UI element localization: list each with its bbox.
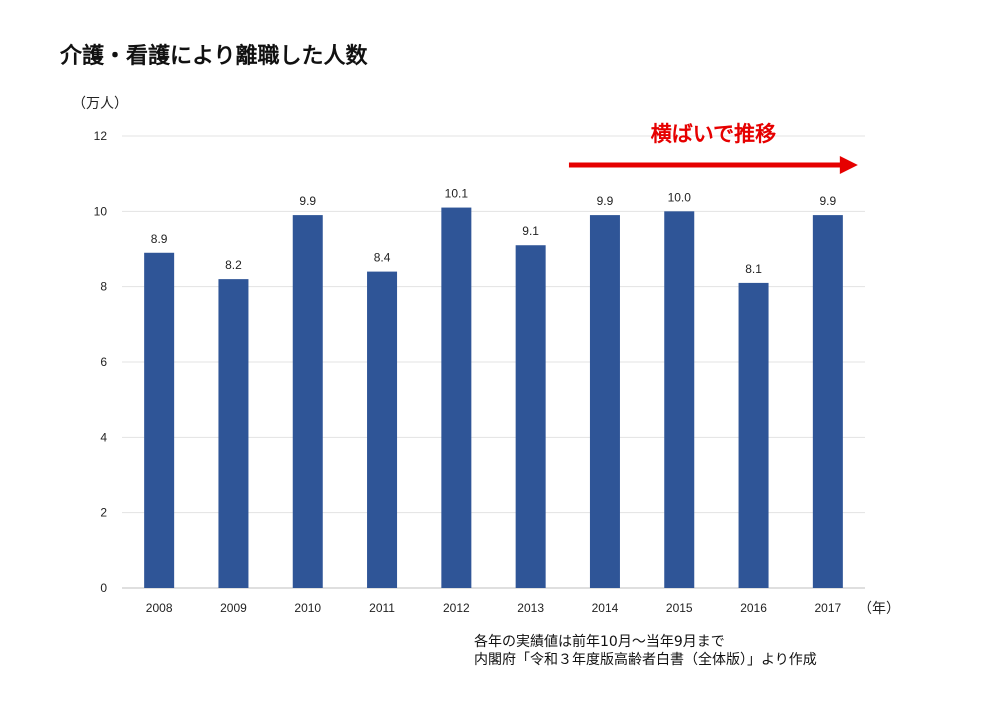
y-tick-label: 4: [100, 430, 107, 444]
bar: [664, 211, 695, 589]
data-label: 8.9: [151, 232, 168, 246]
data-label: 9.1: [522, 224, 539, 238]
x-tick-label: 2015: [666, 601, 693, 615]
x-tick-label: 2013: [517, 601, 544, 615]
bar: [812, 215, 843, 588]
y-tick-label: 0: [100, 581, 107, 595]
x-tick-label: 2012: [443, 601, 470, 615]
bar: [367, 271, 398, 588]
bar: [589, 215, 620, 588]
bar: [441, 207, 472, 589]
data-label: 8.4: [374, 251, 391, 265]
note-source: 内閣府「令和３年度版高齢者白書（全体版）」より作成: [474, 652, 817, 668]
data-label: 10.0: [668, 190, 692, 204]
y-tick-label: 6: [100, 355, 107, 369]
bar: [738, 282, 769, 588]
data-label: 8.1: [745, 262, 762, 276]
bar: [515, 245, 546, 588]
data-label: 10.1: [445, 187, 469, 201]
bar: [292, 215, 323, 588]
x-tick-label: 2011: [369, 601, 395, 615]
x-tick-label: 2010: [294, 601, 321, 615]
x-tick-label: 2017: [814, 601, 841, 615]
chart-title: 介護・看護により離職した人数: [60, 44, 368, 69]
x-tick-label: 2008: [146, 601, 173, 615]
x-axis-label: （年）: [858, 601, 900, 617]
bar: [144, 252, 175, 588]
data-label: 9.9: [820, 194, 837, 208]
y-axis-label: （万人）: [72, 96, 128, 112]
data-label: 9.9: [597, 194, 614, 208]
bar: [218, 279, 249, 588]
data-label: 8.2: [225, 258, 242, 272]
x-tick-label: 2009: [220, 601, 247, 615]
x-tick-label: 2014: [592, 601, 619, 615]
arrow-head-icon: [839, 156, 858, 174]
y-tick-label: 8: [100, 280, 107, 294]
data-label: 9.9: [299, 194, 316, 208]
trend-annotation: 横ばいで推移: [651, 122, 776, 146]
y-tick-label: 12: [94, 129, 108, 143]
y-tick-label: 10: [94, 204, 108, 218]
x-tick-label: 2016: [740, 601, 767, 615]
y-tick-label: 2: [100, 506, 107, 520]
note-period: 各年の実績値は前年10月～当年9月まで: [474, 634, 725, 650]
